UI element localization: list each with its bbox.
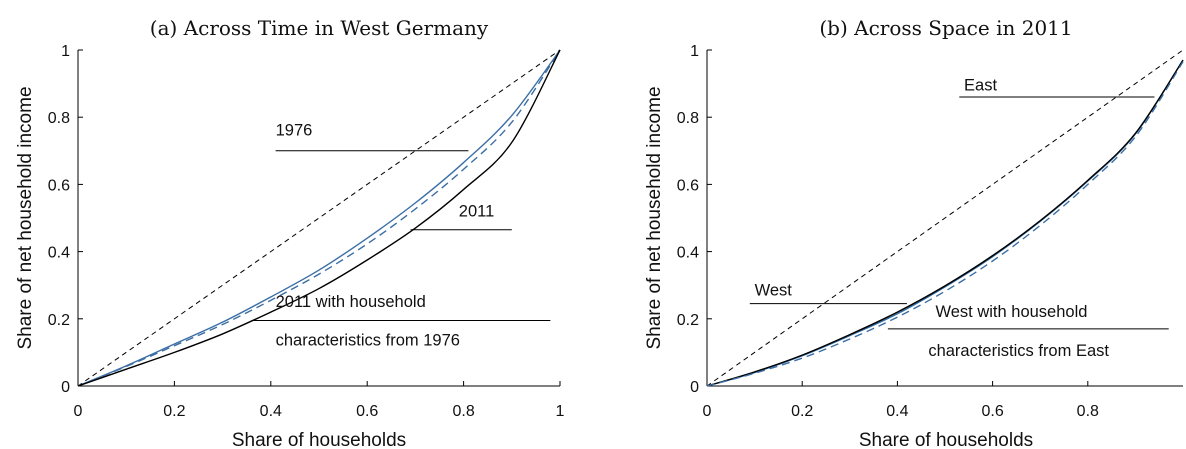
panel-a-xtick-label: 0.6 <box>356 403 378 420</box>
panel-a-annotation-2011: 2011 <box>459 202 494 220</box>
panel-a-annotation-characteristics-from-1976: characteristics from 1976 <box>276 332 460 350</box>
panel-a-ytick-label: 0 <box>61 379 70 396</box>
panel-a-ytick-label: 0.4 <box>48 245 70 262</box>
panel-a-ylabel: Share of net household income <box>15 86 36 349</box>
panel-b-plot-area: 0 0.2 0.4 0.6 0.8 1 0 0.2 0.4 0.6 0.8 East West West … <box>677 43 1184 420</box>
panel-a-xtick-label: 1 <box>556 403 565 420</box>
panel-b-xtick-label: 0.2 <box>791 403 813 420</box>
panel-a-xtick-label: 0.2 <box>163 403 185 420</box>
panel-b-xtick-label: 0.6 <box>981 403 1003 420</box>
panel-a-series-equality <box>77 49 561 387</box>
panel-a-ytick-label: 1 <box>61 43 70 60</box>
panel-b-xtick-label: 0.8 <box>1077 403 1099 420</box>
panel-b-series-west <box>706 59 1184 387</box>
panel-b-ytick-label: 1 <box>690 43 699 60</box>
panel-a-annotation-1976: 1976 <box>276 122 313 140</box>
panel-b-annotation-characteristics-from-east: characteristics from East <box>928 342 1109 360</box>
panel-a-xtick-label: 0.4 <box>260 403 282 420</box>
panel-b-ytick-label: 0.2 <box>677 312 699 329</box>
panel-a-title: (a) Across Time in West Germany <box>150 16 489 40</box>
panel-b-series-east <box>706 59 1184 387</box>
panel-b: (b) Across Space in 2011 Share of househ… <box>644 16 1184 449</box>
panel-b-xtick-label: 0.4 <box>886 403 908 420</box>
panel-b-annotation-east: East <box>964 76 997 94</box>
panel-a-series-2011-with-household-characteristics-from-1976 <box>77 49 561 387</box>
panel-b-xtick-label: 0 <box>703 403 712 420</box>
panel-a-annotation-2011-with-household: 2011 with household <box>276 293 426 311</box>
panel-b-ytick-label: 0 <box>690 379 699 396</box>
panel-b-title: (b) Across Space in 2011 <box>819 16 1072 40</box>
panel-a-plot-area: 0 0.2 0.4 0.6 0.8 1 0 0.2 0.4 0.6 0.8 1 1976 2011 2011… <box>48 43 565 420</box>
panel-b-ytick-label: 0.6 <box>677 177 699 194</box>
panel-a-xtick-label: 0 <box>74 403 83 420</box>
panel-b-series-equality <box>706 49 1184 387</box>
panel-b-annotation-west: West <box>755 281 793 299</box>
panel-a: (a) Across Time in West Germany Share of… <box>15 16 565 449</box>
panel-b-annotation-west-with-household: West with household <box>935 303 1087 321</box>
panel-a-xtick-label: 0.8 <box>452 403 474 420</box>
panel-a-xlabel: Share of households <box>232 430 406 449</box>
panel-b-ytick-label: 0.4 <box>677 245 699 262</box>
panel-a-ytick-label: 0.6 <box>48 177 70 194</box>
panel-a-series-2011 <box>77 49 561 387</box>
panel-b-xlabel: Share of households <box>859 430 1033 449</box>
panel-a-ytick-label: 0.8 <box>48 110 70 127</box>
panel-b-ytick-label: 0.8 <box>677 110 699 127</box>
panel-a-ytick-label: 0.2 <box>48 312 70 329</box>
panel-a-series-1976 <box>77 49 561 387</box>
panel-b-ylabel: Share of net household income <box>644 86 665 349</box>
panel-b-series-west-with-household-characteristics-from-east <box>706 61 1184 387</box>
